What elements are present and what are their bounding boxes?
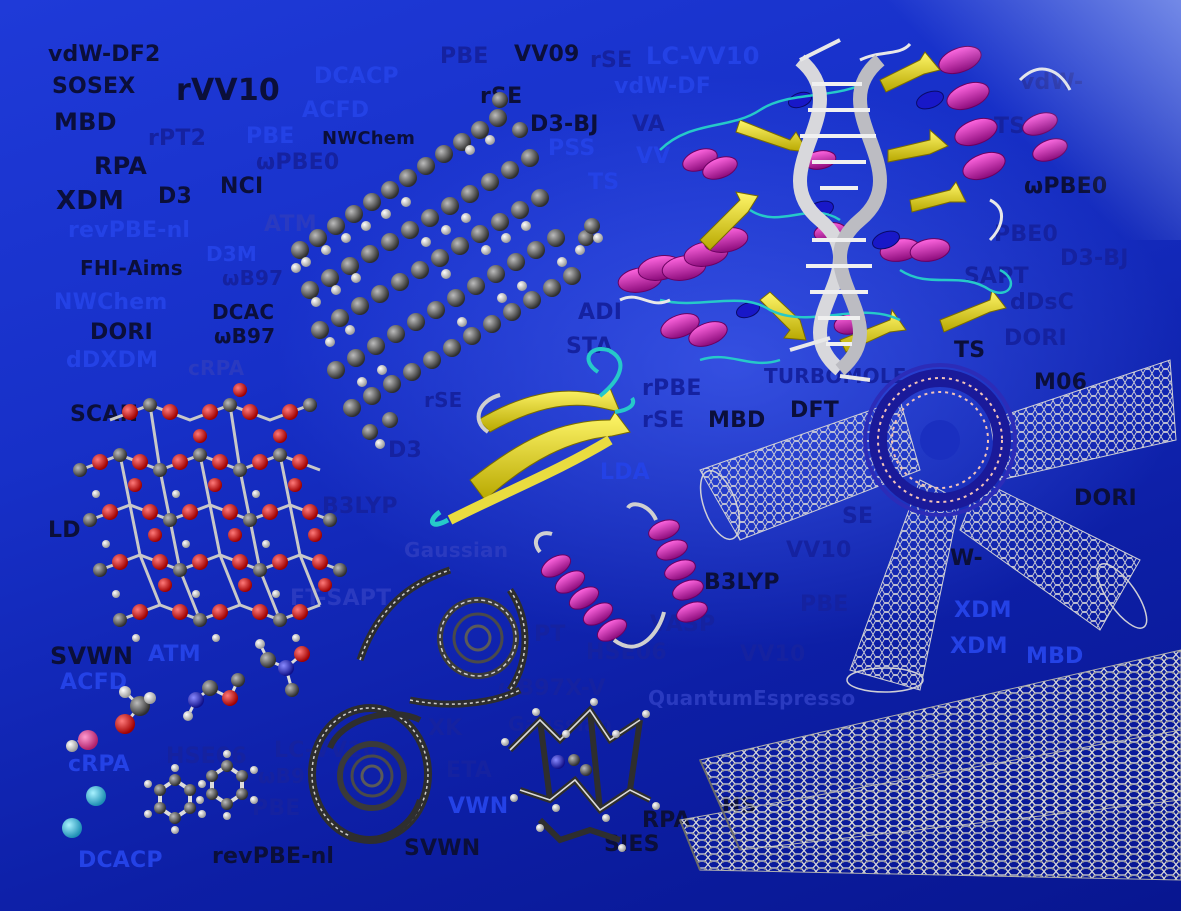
method-term: ωB97 (214, 324, 276, 348)
method-term: rSE (642, 408, 685, 433)
method-term: HSE06 (586, 640, 667, 665)
method-term: NCI (220, 174, 264, 199)
method-term: PBE (246, 124, 295, 149)
method-term: SAPT (964, 264, 1029, 289)
host-guest-complex-illustration (501, 698, 660, 852)
beta-hairpin-illustration (430, 347, 636, 527)
method-term: D3 (388, 438, 422, 463)
method-term: ωB97X-V (498, 676, 606, 701)
method-term: NWChem (54, 290, 168, 315)
method-term: ATM (264, 212, 317, 237)
method-term: DFT (790, 398, 839, 423)
method-term: DCACP (314, 64, 399, 89)
method-term: RPA (642, 808, 691, 833)
method-term: cRPA (68, 752, 130, 777)
method-term: vdW- (1020, 70, 1084, 95)
method-term: rVV10 (176, 73, 280, 108)
method-term: vdW-DF (614, 74, 711, 99)
method-term: dDXDM (66, 348, 159, 373)
method-term: ωB97 (258, 764, 320, 788)
method-term: TS (994, 114, 1026, 139)
method-term: PBE (440, 44, 489, 69)
method-term: MBD (54, 108, 117, 136)
method-term: dDsC (1010, 290, 1075, 315)
method-term: ATM (148, 642, 201, 667)
method-term: ωB97 (222, 266, 284, 290)
method-term: rSE (590, 48, 633, 73)
method-term: ACFD (302, 98, 370, 123)
method-term: XDM (56, 186, 125, 216)
method-term: SOSEX (52, 74, 136, 99)
nanotube-bundle-illustration (699, 359, 1177, 693)
method-term: PBE (252, 796, 301, 821)
method-term: D3-BJ (1060, 246, 1129, 271)
method-term: LC-VV10 (274, 738, 379, 763)
method-term: TS (954, 338, 986, 363)
method-term: DCAC (212, 300, 275, 324)
method-term: QuantumEspresso (648, 686, 856, 710)
oxide-framework-illustration (73, 383, 347, 642)
method-term: rPBE (642, 376, 702, 401)
method-term: VV (636, 144, 671, 169)
method-term: rSE (424, 388, 463, 412)
method-term: PSS (548, 136, 596, 161)
method-term: SVWN (404, 836, 481, 861)
method-term: D3-BJ (530, 112, 599, 137)
alpha-helix-illustration (533, 502, 708, 649)
method-term: PBE (800, 592, 849, 617)
method-term: SCAN (70, 402, 139, 427)
molecular-crystal-illustration (291, 92, 603, 449)
method-term: STA (566, 334, 613, 359)
method-term: ωPBE0 (1024, 174, 1108, 199)
method-term: VV10 (786, 538, 852, 563)
method-term: LC-VV10 (646, 42, 760, 70)
small-molecules-illustration (62, 639, 310, 838)
fullerene-nanoring-illustration (308, 566, 529, 844)
method-term: M06 (1034, 370, 1088, 395)
method-term: FHI-Aims (80, 256, 183, 280)
method-term: ACFD (60, 670, 128, 695)
method-term: LD (48, 518, 81, 543)
method-term: LDA (600, 460, 650, 485)
method-term: B3LYP (322, 494, 398, 519)
method-term: DORI (90, 320, 153, 345)
method-term: XDM (950, 634, 1008, 659)
method-term: RPA (94, 152, 148, 180)
method-term: MBD (708, 408, 766, 433)
method-term: XK (428, 716, 463, 741)
method-term: revPBE-nl (68, 218, 191, 243)
method-term: VV10 (740, 642, 806, 667)
method-term: TURBOMOLE (764, 364, 907, 388)
method-term: DORI (1074, 486, 1137, 511)
method-term: SE (842, 504, 874, 529)
method-term: ωPBE0 (256, 150, 340, 175)
protein-dna-complex-illustration (617, 38, 1072, 382)
method-term: PT (534, 622, 566, 647)
method-term: VWN (448, 794, 509, 819)
method-term: Gaussian (404, 538, 509, 562)
method-term: D3M (206, 242, 258, 266)
graphene-bilayer-illustration (679, 649, 1181, 881)
method-term: MBD (1026, 644, 1084, 669)
method-term: SVWN (50, 642, 134, 670)
method-term: rPT2 (148, 126, 207, 151)
method-term: VV09 (514, 42, 580, 67)
method-term: ETA (446, 758, 492, 783)
method-term: W- (950, 546, 983, 571)
method-term: revPBE-nl (212, 844, 335, 869)
method-term: cRPA (188, 356, 245, 380)
method-term: DCACP (78, 848, 163, 873)
method-term: TS (588, 170, 620, 195)
method-term: B3LYP (704, 570, 780, 595)
method-term: VA (632, 112, 665, 137)
method-term: XDM (954, 598, 1012, 623)
method-term: vdW-DF2 (48, 42, 161, 67)
method-term: DORI (1004, 326, 1067, 351)
method-term: D3 (158, 184, 192, 209)
method-term: NWChem (322, 128, 416, 149)
method-term: ADI (578, 300, 623, 325)
